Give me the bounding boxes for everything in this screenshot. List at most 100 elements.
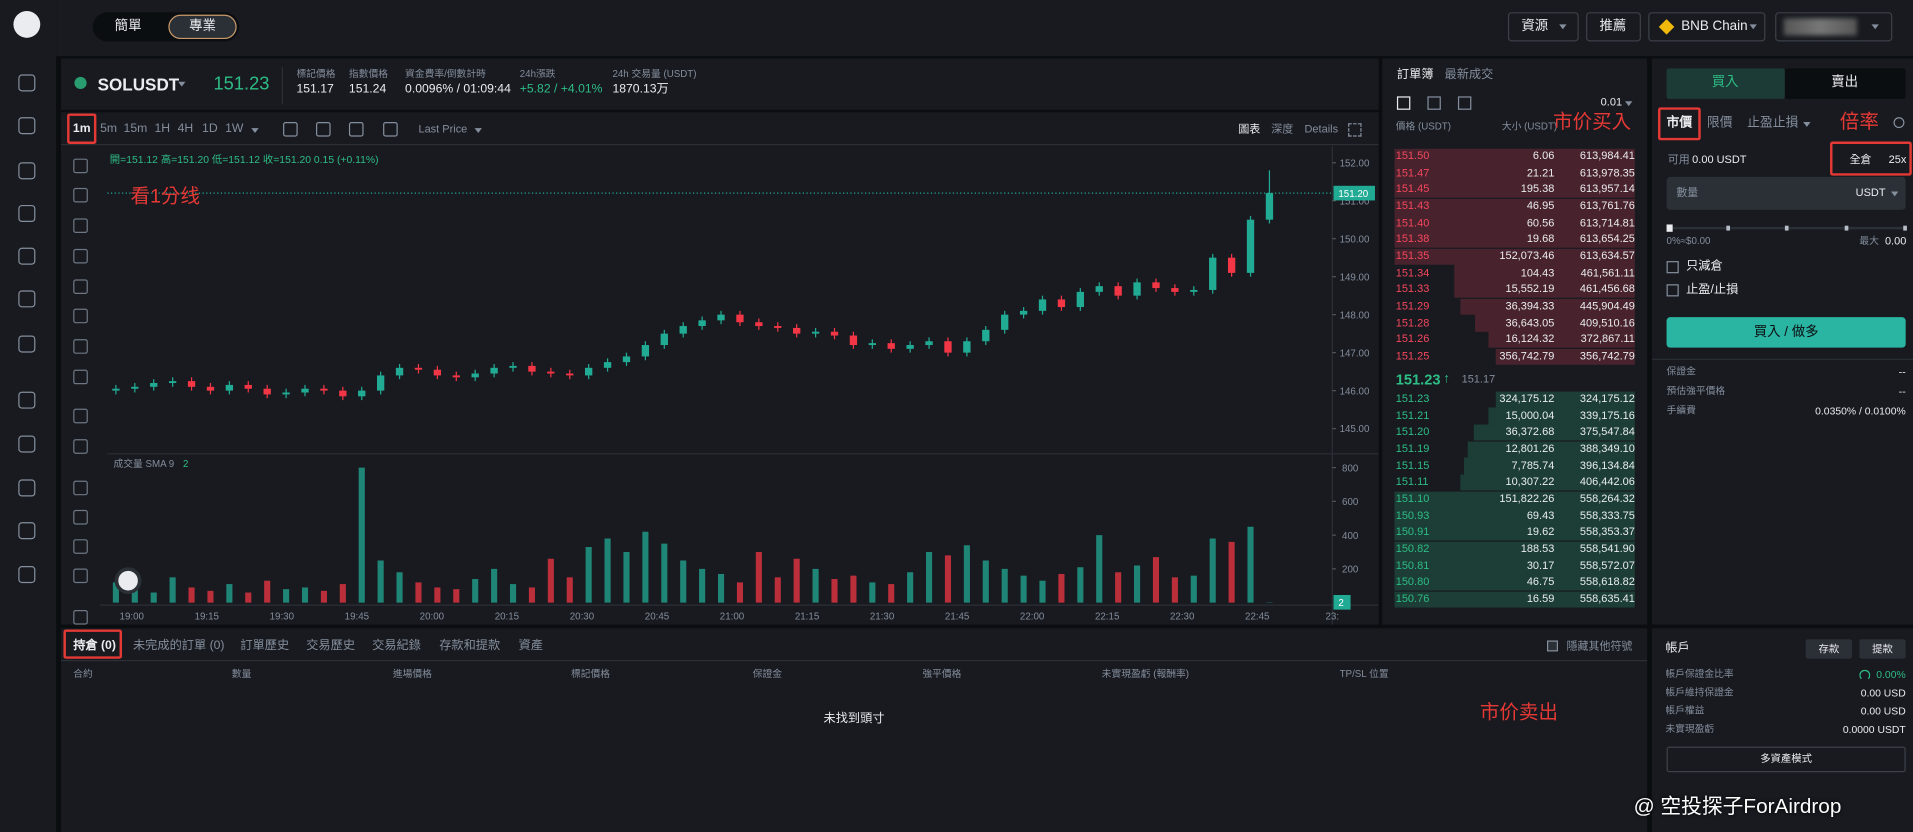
drawing-tool[interactable]: [73, 339, 88, 354]
sidebar-icon[interactable]: [18, 247, 36, 265]
tick-size[interactable]: 0.01: [1600, 95, 1623, 108]
order-type[interactable]: 市價: [1666, 115, 1693, 131]
buy-tab-bg[interactable]: [1666, 68, 1785, 99]
account-button[interactable]: [1859, 639, 1906, 659]
order-type[interactable]: 止盈止損: [1747, 115, 1799, 131]
submit-label[interactable]: 買入 / 做多: [1753, 325, 1819, 340]
position-tab[interactable]: 資產: [518, 639, 543, 653]
position-tab[interactable]: 交易紀錄: [372, 639, 421, 653]
quantity-input[interactable]: [1666, 176, 1906, 210]
account-button-label[interactable]: 提款: [1872, 642, 1893, 655]
book-view-icon[interactable]: [1457, 96, 1472, 110]
toolbar-icon[interactable]: [283, 121, 298, 137]
price-source[interactable]: Last Price: [418, 122, 468, 135]
resources-label[interactable]: 資源: [1521, 18, 1549, 34]
interval[interactable]: 1D: [202, 121, 218, 136]
drawing-tool[interactable]: [73, 279, 88, 295]
candle-body: [112, 388, 120, 391]
interval[interactable]: 4H: [177, 121, 194, 136]
account-button[interactable]: [1805, 639, 1853, 659]
position-tab[interactable]: 存款和提款: [439, 639, 501, 653]
sidebar-icon[interactable]: [18, 391, 36, 409]
quantity-unit[interactable]: USDT: [1855, 186, 1886, 199]
multi-asset-button[interactable]: [1666, 746, 1906, 773]
position-tab[interactable]: 交易歷史: [306, 639, 356, 653]
sell-tab[interactable]: 賣出: [1831, 75, 1859, 90]
x-tick-label: 19:15: [195, 612, 220, 623]
sidebar-icon[interactable]: [18, 162, 36, 180]
caret: [1891, 191, 1899, 197]
toolbar-icon[interactable]: [348, 121, 364, 137]
toolbar-icon[interactable]: [383, 121, 398, 137]
position-tab[interactable]: 持倉 (0): [73, 639, 116, 653]
drawing-tool[interactable]: [73, 509, 88, 525]
drawing-tool[interactable]: [73, 609, 88, 625]
sidebar-icon[interactable]: [18, 435, 36, 453]
interval[interactable]: 1m: [72, 121, 91, 136]
position-tab[interactable]: 訂單歷史: [240, 639, 290, 653]
asks-size: 36,643.05: [1505, 316, 1555, 329]
checkbox[interactable]: [1666, 284, 1679, 297]
mode-pro[interactable]: 專業: [189, 18, 216, 34]
chart-view[interactable]: Details: [1304, 122, 1339, 135]
drawing-tool[interactable]: [73, 218, 88, 234]
stat-value: 1870.13万: [612, 82, 669, 97]
resources-button[interactable]: [1507, 12, 1579, 42]
leverage[interactable]: 25x: [1888, 153, 1907, 166]
drawing-tool[interactable]: [73, 439, 88, 454]
mode-simple[interactable]: 簡單: [114, 18, 142, 34]
sidebar-icon[interactable]: [18, 74, 36, 92]
drawing-tool[interactable]: [73, 408, 88, 424]
interval[interactable]: 1W: [225, 121, 244, 136]
fullscreen-icon[interactable]: [1348, 123, 1362, 137]
drawing-tool[interactable]: [73, 568, 88, 584]
margin-mode[interactable]: 全倉: [1849, 153, 1872, 166]
checkbox[interactable]: [1546, 640, 1558, 652]
sidebar-icon[interactable]: [18, 566, 36, 584]
drawing-tool[interactable]: [73, 539, 88, 554]
asks-size: 15,552.19: [1505, 282, 1555, 296]
slider-handle: [1666, 224, 1673, 232]
drawing-tool[interactable]: [73, 480, 88, 496]
sidebar-icon[interactable]: [18, 522, 36, 540]
x-tick-label: 19:45: [345, 612, 370, 623]
order-type[interactable]: 限價: [1706, 115, 1733, 131]
interval[interactable]: 5m: [100, 121, 118, 136]
buy-tab[interactable]: 買入: [1711, 75, 1739, 90]
network-button[interactable]: [1648, 12, 1766, 42]
drawing-tool[interactable]: [73, 187, 88, 203]
toolbar-icon[interactable]: [315, 121, 331, 137]
account-button-label[interactable]: 存款: [1818, 642, 1840, 655]
referral-button[interactable]: [1586, 12, 1641, 42]
position-tab[interactable]: 未完成的訂單 (0): [132, 639, 225, 653]
chart-view[interactable]: 深度: [1271, 122, 1294, 135]
wallet-button[interactable]: [1775, 12, 1893, 42]
sidebar-icon[interactable]: [18, 479, 36, 497]
position-column: 保證金: [752, 668, 783, 680]
submit-button[interactable]: [1666, 317, 1906, 348]
trades-tab[interactable]: 最新成交: [1444, 68, 1494, 82]
sell-tab-bg[interactable]: [1784, 68, 1906, 99]
account-value: 0.00 USD: [1860, 686, 1906, 699]
candle-body: [982, 329, 990, 342]
mode-pro-pill[interactable]: [168, 14, 237, 40]
drawing-tool[interactable]: [73, 158, 88, 174]
drawing-tool[interactable]: [73, 308, 88, 324]
drawing-tool[interactable]: [73, 369, 88, 385]
network-label[interactable]: BNB Chain: [1681, 18, 1748, 34]
sidebar-icon[interactable]: [18, 335, 36, 353]
multi-asset-label[interactable]: 多資產模式: [1760, 752, 1813, 765]
book-view-icon[interactable]: [1427, 96, 1441, 110]
order-book-tab[interactable]: 訂單簿: [1396, 68, 1434, 82]
checkbox[interactable]: [1666, 261, 1679, 274]
interval[interactable]: 15m: [123, 121, 148, 136]
sidebar-icon[interactable]: [18, 290, 36, 308]
drawing-tool[interactable]: [73, 248, 88, 264]
sidebar-icon[interactable]: [18, 204, 36, 223]
referral-label[interactable]: 推薦: [1599, 18, 1627, 34]
symbol[interactable]: SOLUSDT: [97, 74, 180, 94]
book-view-icon[interactable]: [1396, 96, 1411, 110]
interval[interactable]: 1H: [154, 121, 171, 136]
sidebar-icon[interactable]: [18, 117, 36, 135]
chart-view[interactable]: 圖表: [1238, 122, 1261, 135]
